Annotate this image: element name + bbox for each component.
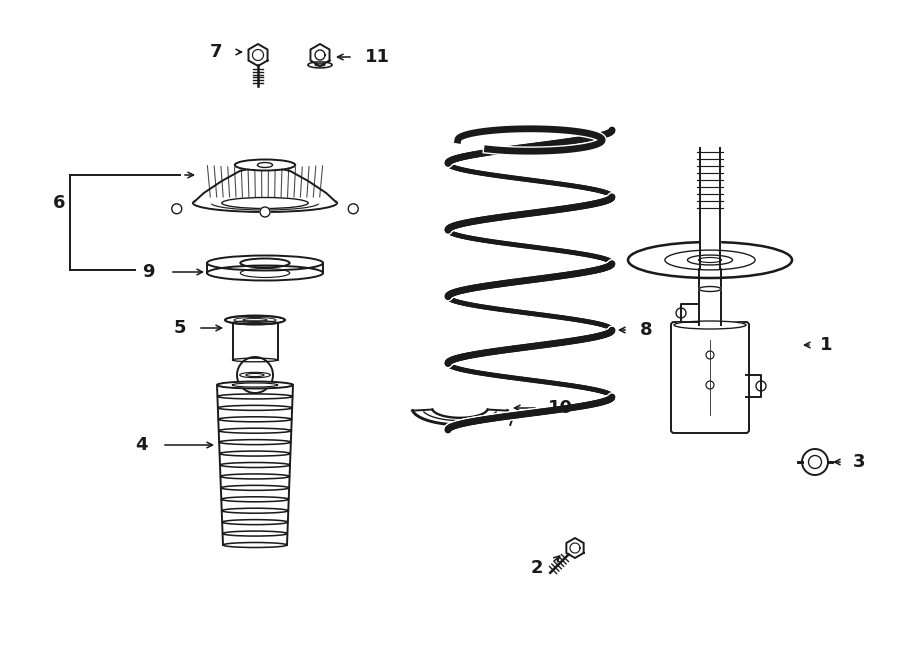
Text: 1: 1 — [820, 336, 832, 354]
Text: 5: 5 — [174, 319, 186, 337]
Text: 6: 6 — [52, 194, 65, 212]
Ellipse shape — [218, 394, 292, 399]
Polygon shape — [248, 44, 267, 66]
Text: 7: 7 — [210, 43, 222, 61]
Ellipse shape — [220, 463, 290, 467]
Ellipse shape — [225, 316, 285, 324]
Text: 8: 8 — [640, 321, 652, 339]
Bar — [699, 269, 721, 325]
Bar — [700, 213, 720, 268]
Polygon shape — [193, 165, 337, 203]
Text: 11: 11 — [365, 48, 390, 66]
Ellipse shape — [220, 451, 291, 456]
Ellipse shape — [222, 520, 288, 525]
Ellipse shape — [218, 405, 292, 410]
Polygon shape — [412, 410, 508, 425]
Ellipse shape — [219, 428, 292, 433]
Ellipse shape — [193, 194, 337, 212]
Ellipse shape — [207, 256, 323, 271]
Circle shape — [260, 207, 270, 217]
Text: 4: 4 — [136, 436, 148, 454]
Circle shape — [802, 449, 828, 475]
Text: 3: 3 — [853, 453, 866, 471]
Ellipse shape — [220, 474, 290, 479]
Ellipse shape — [220, 485, 289, 491]
Ellipse shape — [240, 258, 290, 267]
Ellipse shape — [221, 496, 289, 502]
Ellipse shape — [217, 383, 293, 387]
Text: 9: 9 — [142, 263, 155, 281]
Text: 2: 2 — [530, 559, 543, 577]
Ellipse shape — [217, 381, 293, 389]
Ellipse shape — [207, 265, 323, 281]
Ellipse shape — [257, 163, 273, 167]
Ellipse shape — [219, 417, 292, 422]
Text: 10: 10 — [548, 399, 573, 417]
Ellipse shape — [674, 321, 746, 329]
Bar — [232, 322, 277, 360]
Ellipse shape — [628, 242, 792, 278]
Ellipse shape — [219, 440, 291, 445]
Polygon shape — [566, 538, 584, 558]
Ellipse shape — [699, 287, 721, 291]
Ellipse shape — [222, 531, 287, 536]
Bar — [700, 148, 720, 213]
FancyBboxPatch shape — [671, 322, 749, 433]
Circle shape — [172, 204, 182, 214]
Ellipse shape — [221, 508, 288, 513]
Ellipse shape — [308, 62, 332, 68]
Ellipse shape — [235, 160, 295, 171]
Circle shape — [237, 357, 273, 393]
Circle shape — [348, 204, 358, 214]
Polygon shape — [310, 44, 329, 66]
Ellipse shape — [223, 542, 287, 547]
Ellipse shape — [232, 321, 277, 324]
